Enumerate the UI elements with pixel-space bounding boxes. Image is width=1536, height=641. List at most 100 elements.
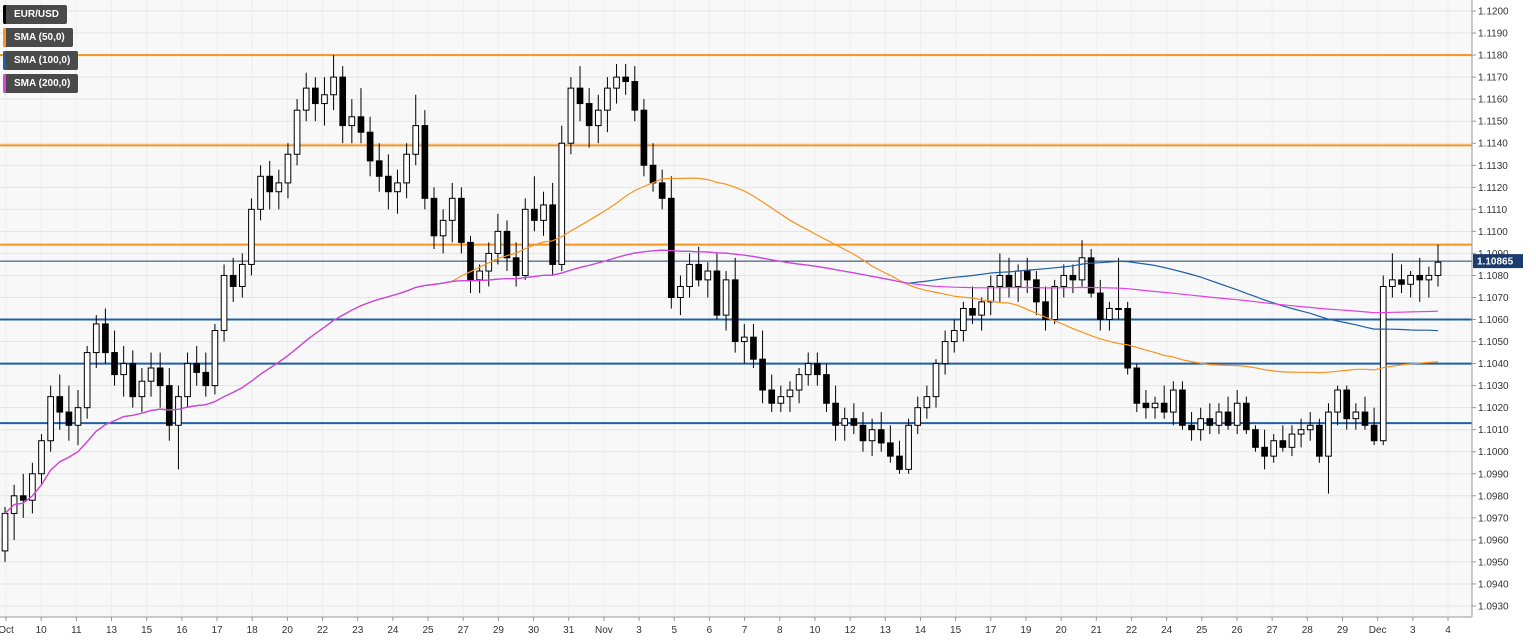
candle-up (996, 274, 1004, 287)
x-tick-label: 30 (528, 625, 540, 636)
candle-up (786, 389, 794, 398)
x-tick-label: Nov (595, 625, 613, 636)
y-tick-label: 1.1070 (1478, 293, 1509, 304)
candle-down (1124, 308, 1131, 369)
candle-up (1389, 279, 1396, 287)
candle-down (549, 204, 556, 265)
x-tick-label: 29 (493, 625, 505, 636)
candle-up (1151, 402, 1159, 409)
candle-up (960, 308, 967, 332)
x-tick-label: 4 (1445, 625, 1451, 636)
candle-down (1023, 270, 1031, 281)
candle-down (1069, 274, 1077, 281)
y-tick-label: 1.0950 (1478, 557, 1509, 568)
x-tick-label: 17 (211, 625, 223, 636)
candle-up (1078, 257, 1086, 281)
candle-up (841, 418, 849, 426)
candle-down (165, 385, 173, 426)
legend: EUR/USD SMA (50,0) SMA (100,0) SMA (200,… (3, 5, 79, 97)
y-tick-label: 1.1000 (1478, 447, 1509, 458)
y-tick-label: 1.1130 (1478, 161, 1508, 172)
x-tick-label: 26 (1231, 625, 1243, 636)
candle-up (604, 87, 611, 111)
legend-item-sma100[interactable]: SMA (100,0) (3, 51, 79, 70)
candle-down (1242, 402, 1250, 431)
candle-up (923, 396, 931, 409)
x-tick-label: 13 (880, 625, 892, 636)
candle-up (257, 175, 264, 210)
candle-down (768, 389, 776, 404)
legend-label: SMA (200,0) (14, 78, 71, 89)
legend-label: SMA (100,0) (14, 55, 71, 66)
sma-lines (4, 177, 1439, 514)
candle-up (804, 363, 812, 376)
candle-down (1416, 274, 1424, 281)
candle-down (1179, 389, 1186, 426)
candle-down (1224, 411, 1232, 426)
last-price-label: 1.10865 (1477, 257, 1514, 268)
candle-down (1033, 279, 1040, 303)
y-tick-label: 1.1190 (1478, 29, 1508, 40)
candle-down (731, 279, 739, 343)
candle-down (713, 270, 721, 316)
legend-item-eurusd[interactable]: EUR/USD (3, 5, 68, 24)
candle-down (823, 374, 830, 404)
candle-up (120, 363, 127, 376)
candle-down (156, 367, 164, 387)
x-tick-label: Dec (1369, 625, 1387, 636)
candle-up (494, 230, 502, 254)
candle-up (330, 76, 337, 96)
candle-up (540, 204, 547, 221)
candle-down (850, 418, 858, 426)
candle-up (978, 301, 985, 316)
x-tick-label: 21 (1091, 625, 1103, 636)
x-tick-label: 15 (950, 625, 962, 636)
legend-item-sma50[interactable]: SMA (50,0) (3, 28, 73, 47)
legend-swatch (3, 74, 6, 93)
candle-up (403, 153, 410, 184)
x-tick-label: 17 (985, 625, 997, 636)
candle-up (238, 263, 246, 287)
candle-down (1279, 440, 1287, 448)
candle-down (467, 241, 474, 281)
legend-swatch (3, 5, 6, 24)
candle-down (832, 402, 839, 426)
candle-down (622, 76, 629, 83)
y-tick-label: 1.1060 (1478, 315, 1509, 326)
candle-up (1233, 402, 1241, 426)
candle-down (969, 308, 976, 316)
x-tick-label: 10 (36, 625, 48, 636)
y-tick-label: 1.1030 (1478, 381, 1509, 392)
candle-up (1215, 411, 1223, 426)
legend-item-sma200[interactable]: SMA (200,0) (3, 74, 79, 93)
candle-up (248, 208, 255, 265)
legend-label: EUR/USD (14, 9, 60, 20)
candle-down (339, 76, 347, 127)
candle-up (439, 219, 447, 237)
last-price-marker: 1.10865 (1473, 254, 1523, 269)
candle-up (394, 182, 401, 193)
candle-down (503, 230, 511, 259)
candle-up (38, 440, 45, 475)
candle-up (448, 197, 456, 221)
y-tick-label: 1.1100 (1478, 227, 1508, 238)
y-tick-label: 1.1170 (1478, 73, 1508, 84)
candle-up (868, 429, 876, 442)
candle-up (1379, 285, 1387, 442)
candle-down (1316, 424, 1323, 457)
x-tick-label: 27 (1267, 625, 1279, 636)
candle-up (1297, 429, 1305, 435)
y-tick-label: 1.0980 (1478, 491, 1509, 502)
candle-down (430, 197, 438, 237)
candle-down (1042, 301, 1049, 321)
candle-up (1334, 389, 1341, 413)
y-tick-label: 1.0990 (1478, 469, 1509, 480)
y-tick-label: 1.1110 (1478, 205, 1508, 216)
y-tick-label: 1.1020 (1478, 403, 1509, 414)
candle-down (19, 495, 27, 501)
candle-down (111, 352, 118, 376)
candle-up (914, 407, 922, 426)
x-tick-label: 27 (458, 625, 470, 636)
x-tick-label: 3 (1410, 625, 1416, 636)
